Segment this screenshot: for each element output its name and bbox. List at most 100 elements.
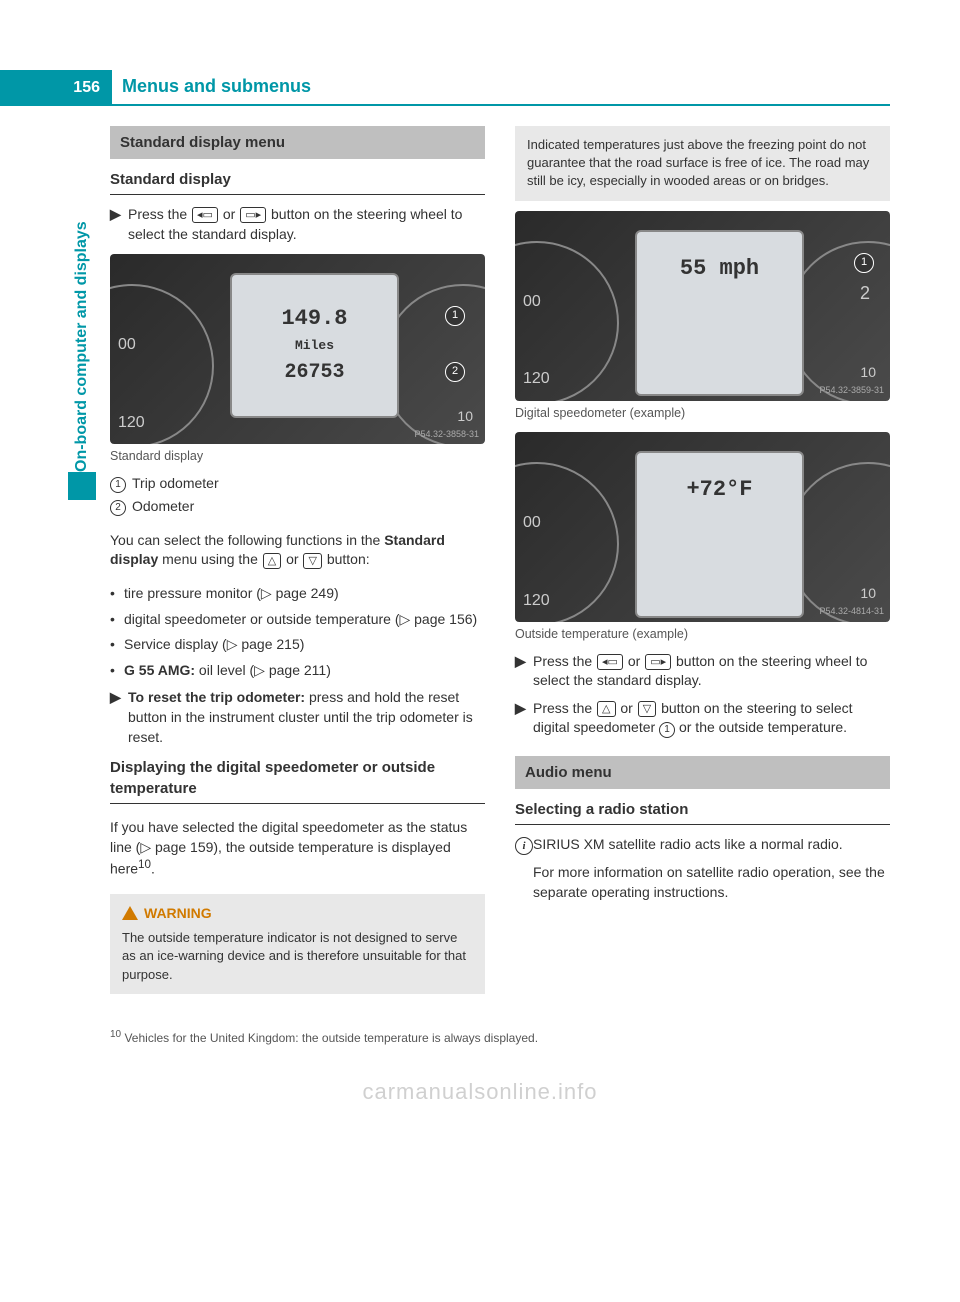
text: SIRIUS XM satellite radio acts like a no… (533, 835, 890, 855)
temp-value: +72°F (686, 475, 752, 506)
instruction: ▶ To reset the trip odometer: press and … (110, 688, 485, 747)
odo-value: 26753 (284, 359, 344, 387)
paragraph: You can select the following functions i… (110, 531, 485, 570)
figure-caption: Outside temperature (example) (515, 626, 890, 644)
text-bold: G 55 AMG: (124, 662, 195, 678)
warning-text: The outside temperature indicator is not… (122, 929, 473, 984)
legend-marker: 2 (110, 497, 132, 517)
list-item: •G 55 AMG: oil level (▷ page 211) (110, 661, 485, 681)
figure-digital-speedo: 00 120 2 10 55 mph 1 P54.32-3859-31 (515, 211, 890, 401)
text: digital speedometer or outside temperatu… (124, 610, 477, 630)
left-column: Standard display menu Standard display ▶… (110, 126, 485, 1004)
right-column: Indicated temperatures just above the fr… (515, 126, 890, 1004)
text: You can select the following functions i… (110, 532, 384, 548)
subheading-digital-speedo: Displaying the digital speedometer or ou… (110, 757, 485, 804)
warning-text: Indicated temperatures just above the fr… (527, 136, 878, 191)
legend-row: 1 Trip odometer (110, 474, 485, 494)
figure-caption: Digital speedometer (example) (515, 405, 890, 423)
warning-box: WARNING The outside temperature indicato… (110, 894, 485, 994)
text: Press the (128, 206, 191, 222)
legend-marker: 1 (110, 474, 132, 494)
bullet-icon: • (110, 661, 124, 681)
text: Press the (533, 653, 596, 669)
paragraph: If you have selected the digital speedom… (110, 818, 485, 879)
instruction-text: To reset the trip odometer: press and ho… (128, 688, 485, 747)
instruction-text: Press the ◂▭ or ▭▸ button on the steerin… (533, 652, 890, 691)
instruction: ▶ Press the ◂▭ or ▭▸ button on the steer… (515, 652, 890, 691)
text: or the outside temperature. (675, 719, 847, 735)
text-bold: To reset the trip odometer: (128, 689, 305, 705)
page-header: 156 Menus and submenus (0, 70, 960, 106)
section-heading: Audio menu (515, 756, 890, 789)
figure-code: P54.32-4814-31 (819, 605, 884, 618)
warning-triangle-icon (122, 906, 138, 920)
right-menu-button-icon: ▭▸ (240, 207, 266, 223)
page-title: Menus and submenus (112, 70, 890, 106)
instruction-marker: ▶ (515, 652, 533, 691)
trip-unit: Miles (295, 337, 334, 355)
callout-1: 1 (854, 253, 874, 273)
footnote: 10 Vehicles for the United Kingdom: the … (0, 1024, 960, 1057)
info-block: i SIRIUS XM satellite radio acts like a … (515, 835, 890, 902)
left-menu-button-icon: ◂▭ (597, 654, 623, 670)
bullet-icon: • (110, 635, 124, 655)
speed-value: 55 mph (680, 254, 759, 285)
legend-row: 2 Odometer (110, 497, 485, 517)
info-icon-wrapper: i (515, 835, 533, 902)
warning-box-continued: Indicated temperatures just above the fr… (515, 126, 890, 201)
text: oil level (▷ page 211) (195, 662, 331, 678)
gauge-tick: 00 (523, 512, 541, 534)
gauge-tick: 120 (118, 412, 145, 434)
side-tab-marker (68, 472, 96, 500)
instruction-marker: ▶ (110, 205, 128, 244)
text: G 55 AMG: oil level (▷ page 211) (124, 661, 331, 681)
list-item: •Service display (▷ page 215) (110, 635, 485, 655)
figure-caption: Standard display (110, 448, 485, 466)
trip-value: 149.8 (281, 304, 347, 335)
text: For more information on satellite radio … (533, 863, 890, 902)
down-button-icon: ▽ (303, 553, 321, 569)
instruction-marker: ▶ (110, 688, 128, 747)
text: Press the (533, 700, 596, 716)
figure-standard-display: 00 120 10 149.8 Miles 26753 1 2 P54.32-3… (110, 254, 485, 444)
gauge-tick: 10 (860, 363, 876, 383)
gauge-tick: 10 (457, 407, 473, 427)
down-button-icon: ▽ (638, 701, 656, 717)
instruction-text: Press the △ or ▽ button on the steering … (533, 699, 890, 739)
left-menu-button-icon: ◂▭ (192, 207, 218, 223)
up-button-icon: △ (597, 701, 615, 717)
bullet-icon: • (110, 584, 124, 604)
gauge-tick: 120 (523, 590, 550, 612)
text: tire pressure monitor (▷ page 249) (124, 584, 339, 604)
instruction-marker: ▶ (515, 699, 533, 739)
list-item: •tire pressure monitor (▷ page 249) (110, 584, 485, 604)
info-text: SIRIUS XM satellite radio acts like a no… (533, 835, 890, 902)
warning-title: WARNING (122, 904, 473, 924)
text: button: (323, 551, 370, 567)
display-screen: 149.8 Miles 26753 (230, 273, 399, 418)
gauge-tick: 10 (860, 584, 876, 604)
footnote-ref: 10 (138, 858, 151, 871)
content-area: Standard display menu Standard display ▶… (0, 106, 960, 1024)
page-number: 156 (0, 70, 112, 106)
callout-ref-1: 1 (659, 722, 675, 738)
gauge-tick: 120 (523, 368, 550, 390)
display-screen: +72°F (635, 451, 804, 618)
footnote-text: Vehicles for the United Kingdom: the out… (124, 1031, 538, 1045)
instruction-text: Press the ◂▭ or ▭▸ button on the steerin… (128, 205, 485, 244)
gauge-tick: 00 (523, 291, 541, 313)
legend-text: Odometer (132, 497, 194, 517)
info-icon: i (515, 837, 533, 855)
bullet-icon: • (110, 610, 124, 630)
figure-outside-temp: 00 120 10 +72°F P54.32-4814-31 (515, 432, 890, 622)
text: If you have selected the digital speedom… (110, 819, 467, 877)
section-heading: Standard display menu (110, 126, 485, 159)
subheading-radio: Selecting a radio station (515, 799, 890, 825)
subheading-standard-display: Standard display (110, 169, 485, 195)
text: Service display (▷ page 215) (124, 635, 304, 655)
text: or (219, 206, 239, 222)
display-screen: 55 mph (635, 230, 804, 397)
footnote-number: 10 (110, 1029, 121, 1040)
gauge-tick: 00 (118, 334, 136, 356)
gauge-tick: 2 (860, 281, 870, 306)
